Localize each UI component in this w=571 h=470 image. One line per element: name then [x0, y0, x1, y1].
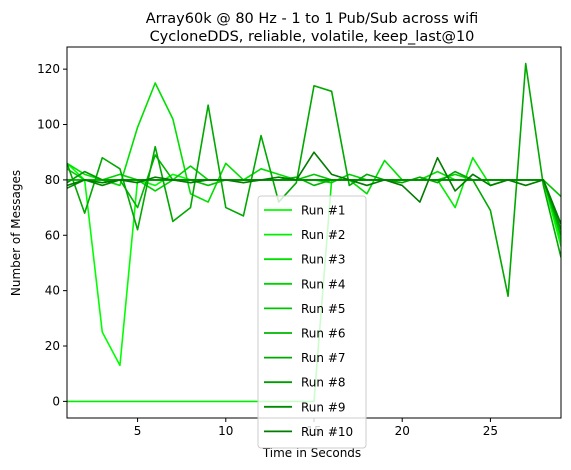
legend-label: Run #6 [301, 327, 346, 341]
y-tick-label: 20 [45, 339, 60, 353]
legend-label: Run #1 [301, 204, 346, 218]
legend-label: Run #3 [301, 253, 346, 267]
y-tick-label: 0 [52, 394, 60, 408]
y-tick-label: 120 [37, 62, 60, 76]
legend-label: Run #7 [301, 351, 346, 365]
y-tick-label: 40 [45, 284, 60, 298]
chart-title: Array60k @ 80 Hz - 1 to 1 Pub/Sub across… [146, 11, 479, 27]
series-line-run-10 [67, 151, 561, 225]
series-line-run-7 [67, 62, 561, 297]
y-tick-label: 80 [45, 173, 60, 187]
x-tick-label: 25 [483, 424, 498, 438]
x-tick-label: 10 [218, 424, 233, 438]
y-tick-label: 100 [37, 118, 60, 132]
legend-label: Run #8 [301, 376, 346, 390]
y-axis: 0 20 40 60 80 100 120 [37, 62, 67, 408]
series-line-run-9 [67, 179, 561, 225]
legend-label: Run #10 [301, 425, 353, 439]
y-axis-label: Number of Messages [9, 170, 23, 296]
legend: Run #1 Run #2 Run #3 Run #4 Run #5 Run #6 Run … [257, 195, 367, 449]
x-tick-label: 5 [134, 424, 142, 438]
legend-label: Run #5 [301, 302, 346, 316]
legend-label: Run #2 [301, 228, 346, 242]
legend-label: Run #4 [301, 277, 346, 291]
x-axis-label: Time in Seconds [262, 446, 361, 460]
legend-label: Run #9 [301, 400, 346, 414]
series-layer [67, 62, 561, 403]
y-tick-label: 60 [45, 228, 60, 242]
chart-subtitle: CycloneDDS, reliable, volatile, keep_las… [150, 29, 475, 45]
x-tick-label: 20 [395, 424, 410, 438]
